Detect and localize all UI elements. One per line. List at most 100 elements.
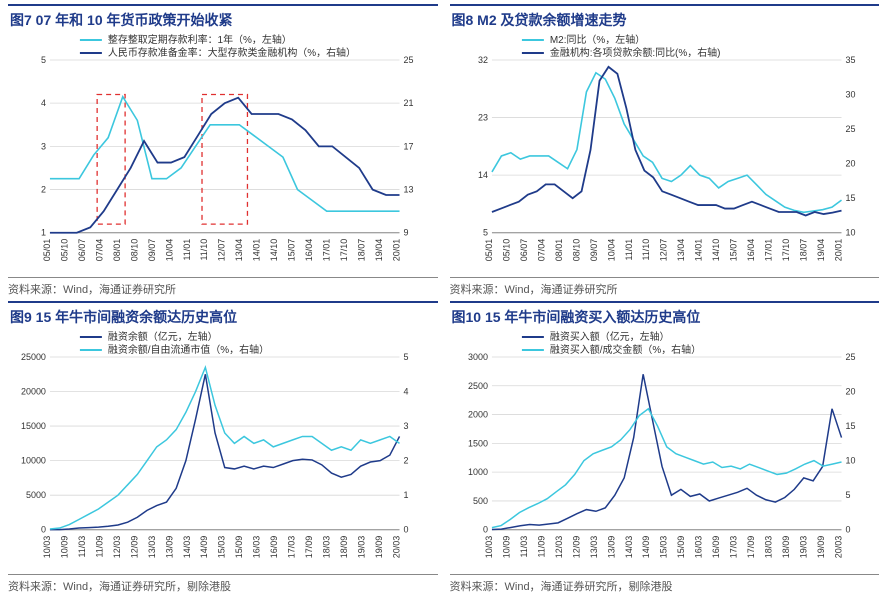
svg-text:14/10: 14/10 — [711, 239, 721, 261]
svg-text:13/09: 13/09 — [164, 536, 174, 558]
svg-text:12/09: 12/09 — [129, 536, 139, 558]
svg-text:金融机构:各项贷款余额:同比(%，右轴): 金融机构:各项贷款余额:同比(%，右轴) — [549, 46, 720, 59]
svg-text:14/10: 14/10 — [269, 239, 279, 261]
svg-text:13/04: 13/04 — [234, 239, 244, 261]
svg-text:17/03: 17/03 — [728, 536, 738, 558]
svg-text:12/03: 12/03 — [553, 536, 563, 558]
svg-text:13/03: 13/03 — [588, 536, 598, 558]
svg-text:15/03: 15/03 — [217, 536, 227, 558]
svg-text:3: 3 — [404, 421, 409, 431]
svg-text:15: 15 — [845, 421, 855, 431]
svg-text:16/04: 16/04 — [304, 239, 314, 261]
svg-text:16/03: 16/03 — [693, 536, 703, 558]
svg-text:15/09: 15/09 — [676, 536, 686, 558]
svg-text:1000: 1000 — [467, 467, 487, 477]
svg-text:1: 1 — [404, 490, 409, 500]
panel-10-title: 图10 15 年牛市间融资买入额达历史高位 — [450, 303, 880, 327]
svg-text:18/07: 18/07 — [357, 239, 367, 261]
svg-text:整存整取定期存款利率：1年（%，左轴）: 整存整取定期存款利率：1年（%，左轴） — [108, 33, 292, 46]
svg-text:20/03: 20/03 — [392, 536, 402, 558]
svg-text:10/09: 10/09 — [501, 536, 511, 558]
chart-10: 050010001500200025003000051015202510/031… — [450, 327, 880, 572]
svg-text:25: 25 — [845, 124, 855, 134]
panel-10: 图10 15 年牛市间融资买入额达历史高位 050010001500200025… — [450, 301, 880, 594]
svg-text:20/01: 20/01 — [392, 239, 402, 261]
svg-text:2000: 2000 — [467, 410, 487, 420]
svg-text:13/09: 13/09 — [606, 536, 616, 558]
svg-text:15000: 15000 — [21, 421, 46, 431]
svg-text:13/04: 13/04 — [676, 239, 686, 261]
svg-text:18/09: 18/09 — [781, 536, 791, 558]
svg-text:05/10: 05/10 — [501, 239, 511, 261]
svg-text:人民币存款准备金率：大型存款类金融机构（%，右轴）: 人民币存款准备金率：大型存款类金融机构（%，右轴） — [108, 46, 356, 59]
svg-text:11/09: 11/09 — [536, 536, 546, 558]
svg-text:19/09: 19/09 — [816, 536, 826, 558]
svg-text:19/03: 19/03 — [798, 536, 808, 558]
svg-text:16/03: 16/03 — [252, 536, 262, 558]
svg-text:23: 23 — [477, 113, 487, 123]
svg-text:09/07: 09/07 — [147, 239, 157, 261]
svg-text:05/01: 05/01 — [42, 239, 52, 261]
svg-text:1: 1 — [41, 228, 46, 238]
svg-text:13/03: 13/03 — [147, 536, 157, 558]
svg-text:16/09: 16/09 — [711, 536, 721, 558]
panel-10-source: 资料来源：Wind，海通证券研究所，剔除港股 — [450, 574, 880, 594]
svg-text:11/10: 11/10 — [199, 239, 209, 261]
svg-text:5: 5 — [41, 55, 46, 65]
svg-text:21: 21 — [404, 98, 414, 108]
svg-text:10/03: 10/03 — [483, 536, 493, 558]
svg-text:15/09: 15/09 — [234, 536, 244, 558]
svg-text:25: 25 — [845, 352, 855, 362]
svg-text:15/03: 15/03 — [658, 536, 668, 558]
svg-text:2500: 2500 — [467, 381, 487, 391]
svg-text:05/01: 05/01 — [483, 239, 493, 261]
svg-text:15: 15 — [845, 193, 855, 203]
svg-text:12/03: 12/03 — [112, 536, 122, 558]
svg-text:0: 0 — [845, 525, 850, 535]
svg-text:17/03: 17/03 — [287, 536, 297, 558]
svg-text:12/09: 12/09 — [571, 536, 581, 558]
chart-7: 1234591317212505/0105/1006/0707/0408/010… — [8, 30, 438, 275]
svg-text:0: 0 — [41, 525, 46, 535]
svg-text:15/07: 15/07 — [728, 239, 738, 261]
svg-text:17/01: 17/01 — [322, 239, 332, 261]
svg-text:30: 30 — [845, 90, 855, 100]
svg-text:20: 20 — [845, 387, 855, 397]
svg-text:融资买入额（亿元，左轴）: 融资买入额（亿元，左轴） — [549, 330, 669, 343]
svg-text:11/03: 11/03 — [77, 536, 87, 558]
svg-text:07/04: 07/04 — [536, 239, 546, 261]
svg-text:09/07: 09/07 — [588, 239, 598, 261]
panel-9-source: 资料来源：Wind，海通证券研究所，剔除港股 — [8, 574, 438, 594]
svg-text:10/04: 10/04 — [164, 239, 174, 261]
svg-text:17/10: 17/10 — [781, 239, 791, 261]
svg-text:11/09: 11/09 — [94, 536, 104, 558]
svg-text:06/07: 06/07 — [77, 239, 87, 261]
svg-text:25: 25 — [404, 55, 414, 65]
svg-text:2: 2 — [404, 456, 409, 466]
svg-text:3: 3 — [41, 141, 46, 151]
svg-text:20000: 20000 — [21, 387, 46, 397]
svg-text:11/01: 11/01 — [623, 239, 633, 261]
svg-text:10/09: 10/09 — [59, 536, 69, 558]
svg-text:17/10: 17/10 — [339, 239, 349, 261]
panel-9: 图9 15 年牛市间融资余额达历史高位 05000100001500020000… — [8, 301, 438, 594]
svg-text:08/01: 08/01 — [112, 239, 122, 261]
svg-text:1500: 1500 — [467, 438, 487, 448]
panel-7: 图7 07 年和 10 年货币政策开始收紧 1234591317212505/0… — [8, 4, 438, 297]
svg-text:11/01: 11/01 — [182, 239, 192, 261]
svg-text:10: 10 — [845, 456, 855, 466]
panel-9-title: 图9 15 年牛市间融资余额达历史高位 — [8, 303, 438, 327]
svg-text:融资余额/自由流通市值（%，右轴）: 融资余额/自由流通市值（%，右轴） — [108, 343, 269, 356]
svg-text:融资余额（亿元，左轴）: 融资余额（亿元，左轴） — [108, 330, 218, 343]
svg-text:07/04: 07/04 — [94, 239, 104, 261]
svg-text:10: 10 — [845, 228, 855, 238]
svg-text:08/10: 08/10 — [129, 239, 139, 261]
svg-text:06/07: 06/07 — [518, 239, 528, 261]
svg-text:5: 5 — [845, 490, 850, 500]
svg-text:17: 17 — [404, 141, 414, 151]
svg-text:20: 20 — [845, 159, 855, 169]
svg-text:4: 4 — [41, 98, 46, 108]
svg-text:17/09: 17/09 — [746, 536, 756, 558]
svg-text:10/03: 10/03 — [42, 536, 52, 558]
svg-text:16/09: 16/09 — [269, 536, 279, 558]
